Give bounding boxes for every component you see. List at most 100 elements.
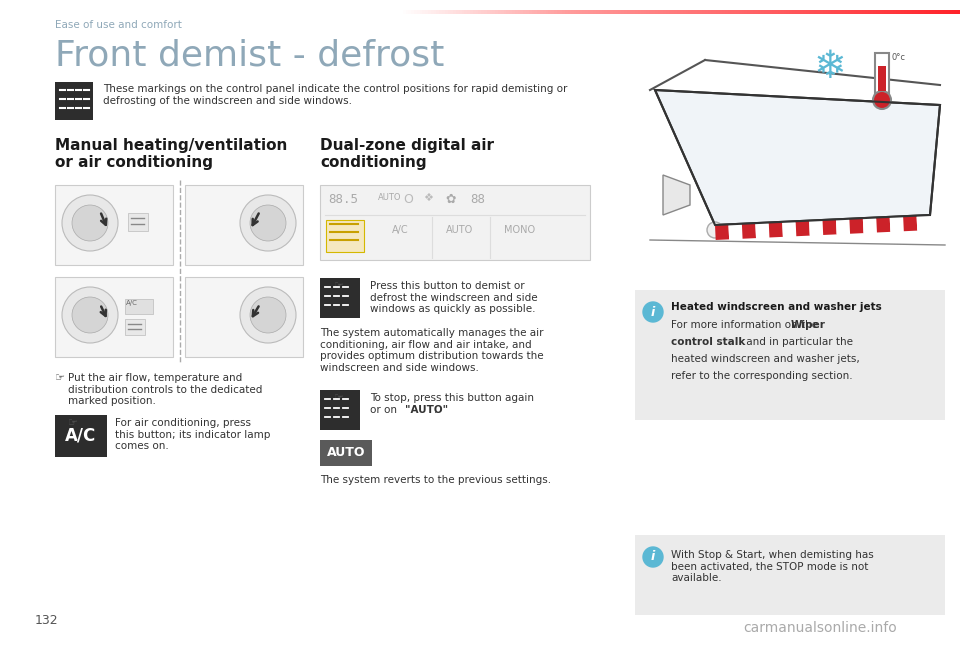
Bar bbox=[884, 10, 887, 14]
Bar bbox=[535, 10, 538, 14]
Bar bbox=[820, 10, 823, 14]
Text: Front demist - defrost: Front demist - defrost bbox=[55, 38, 444, 72]
Bar bbox=[523, 10, 526, 14]
Polygon shape bbox=[863, 217, 876, 233]
Bar bbox=[814, 10, 817, 14]
Bar bbox=[848, 10, 851, 14]
Bar bbox=[948, 10, 951, 14]
Bar bbox=[636, 10, 638, 14]
Bar bbox=[697, 10, 700, 14]
Bar bbox=[517, 10, 520, 14]
Bar bbox=[646, 10, 649, 14]
Text: Heated windscreen and washer jets: Heated windscreen and washer jets bbox=[671, 302, 881, 312]
Text: 132: 132 bbox=[35, 614, 59, 627]
Bar bbox=[481, 10, 484, 14]
Circle shape bbox=[240, 287, 296, 343]
Text: ☞: ☞ bbox=[334, 393, 344, 403]
Bar bbox=[831, 10, 834, 14]
Bar bbox=[560, 10, 563, 14]
Text: ☞: ☞ bbox=[55, 373, 65, 383]
Bar bbox=[465, 10, 468, 14]
Bar bbox=[406, 10, 408, 14]
Bar bbox=[55, 185, 173, 265]
Polygon shape bbox=[903, 215, 917, 231]
Bar bbox=[554, 10, 557, 14]
Bar bbox=[764, 10, 767, 14]
Bar bbox=[716, 10, 719, 14]
Bar bbox=[610, 10, 612, 14]
Polygon shape bbox=[742, 223, 756, 239]
Bar bbox=[710, 10, 713, 14]
Bar bbox=[747, 10, 750, 14]
Bar bbox=[635, 30, 945, 260]
Bar bbox=[901, 10, 904, 14]
Polygon shape bbox=[836, 219, 850, 234]
Bar bbox=[612, 10, 615, 14]
Bar bbox=[320, 278, 360, 318]
Bar bbox=[472, 10, 475, 14]
Bar bbox=[442, 10, 444, 14]
Bar bbox=[585, 10, 588, 14]
Bar bbox=[490, 10, 492, 14]
Bar bbox=[688, 10, 691, 14]
Circle shape bbox=[643, 547, 663, 567]
Bar bbox=[641, 10, 643, 14]
Bar bbox=[456, 10, 459, 14]
Bar bbox=[910, 10, 912, 14]
Bar bbox=[447, 10, 450, 14]
Bar bbox=[608, 10, 610, 14]
Bar bbox=[428, 10, 431, 14]
Polygon shape bbox=[890, 216, 903, 232]
Bar bbox=[453, 10, 456, 14]
Bar bbox=[862, 10, 865, 14]
Text: A/C: A/C bbox=[392, 225, 408, 235]
Bar bbox=[722, 10, 725, 14]
Polygon shape bbox=[796, 221, 809, 236]
Bar bbox=[444, 10, 447, 14]
Bar bbox=[501, 10, 504, 14]
Bar bbox=[890, 10, 893, 14]
Bar bbox=[643, 10, 646, 14]
Bar bbox=[845, 10, 848, 14]
Circle shape bbox=[643, 302, 663, 322]
Bar bbox=[887, 10, 890, 14]
Bar bbox=[621, 10, 624, 14]
Bar bbox=[509, 10, 512, 14]
Bar bbox=[780, 10, 783, 14]
Bar bbox=[856, 10, 859, 14]
Circle shape bbox=[240, 195, 296, 251]
Bar bbox=[548, 10, 551, 14]
Bar bbox=[753, 10, 756, 14]
Bar bbox=[725, 10, 728, 14]
Polygon shape bbox=[729, 224, 743, 239]
Bar bbox=[495, 10, 498, 14]
Text: Press this button to demist or
defrost the windscreen and side
windows as quickl: Press this button to demist or defrost t… bbox=[370, 281, 538, 314]
Bar bbox=[582, 10, 585, 14]
Polygon shape bbox=[850, 218, 863, 234]
Bar bbox=[840, 10, 843, 14]
Bar bbox=[896, 10, 899, 14]
Polygon shape bbox=[823, 219, 836, 235]
Bar bbox=[811, 10, 814, 14]
Text: Manual heating/ventilation
or air conditioning: Manual heating/ventilation or air condit… bbox=[55, 138, 287, 171]
Bar bbox=[478, 10, 481, 14]
Bar bbox=[403, 10, 406, 14]
Bar bbox=[545, 10, 548, 14]
Bar bbox=[540, 10, 542, 14]
Text: For air conditioning, press
this button; its indicator lamp
comes on.: For air conditioning, press this button;… bbox=[115, 418, 271, 451]
Bar bbox=[706, 10, 708, 14]
Bar bbox=[615, 10, 618, 14]
Text: 88: 88 bbox=[470, 193, 485, 206]
Bar bbox=[828, 10, 831, 14]
Polygon shape bbox=[655, 90, 940, 225]
Text: i: i bbox=[651, 550, 655, 563]
Bar bbox=[837, 10, 840, 14]
Bar bbox=[557, 10, 560, 14]
Bar bbox=[778, 10, 780, 14]
Bar bbox=[320, 440, 372, 466]
Bar bbox=[565, 10, 568, 14]
Bar bbox=[795, 10, 798, 14]
Bar bbox=[55, 82, 93, 120]
Polygon shape bbox=[756, 223, 770, 238]
Bar bbox=[125, 319, 145, 335]
